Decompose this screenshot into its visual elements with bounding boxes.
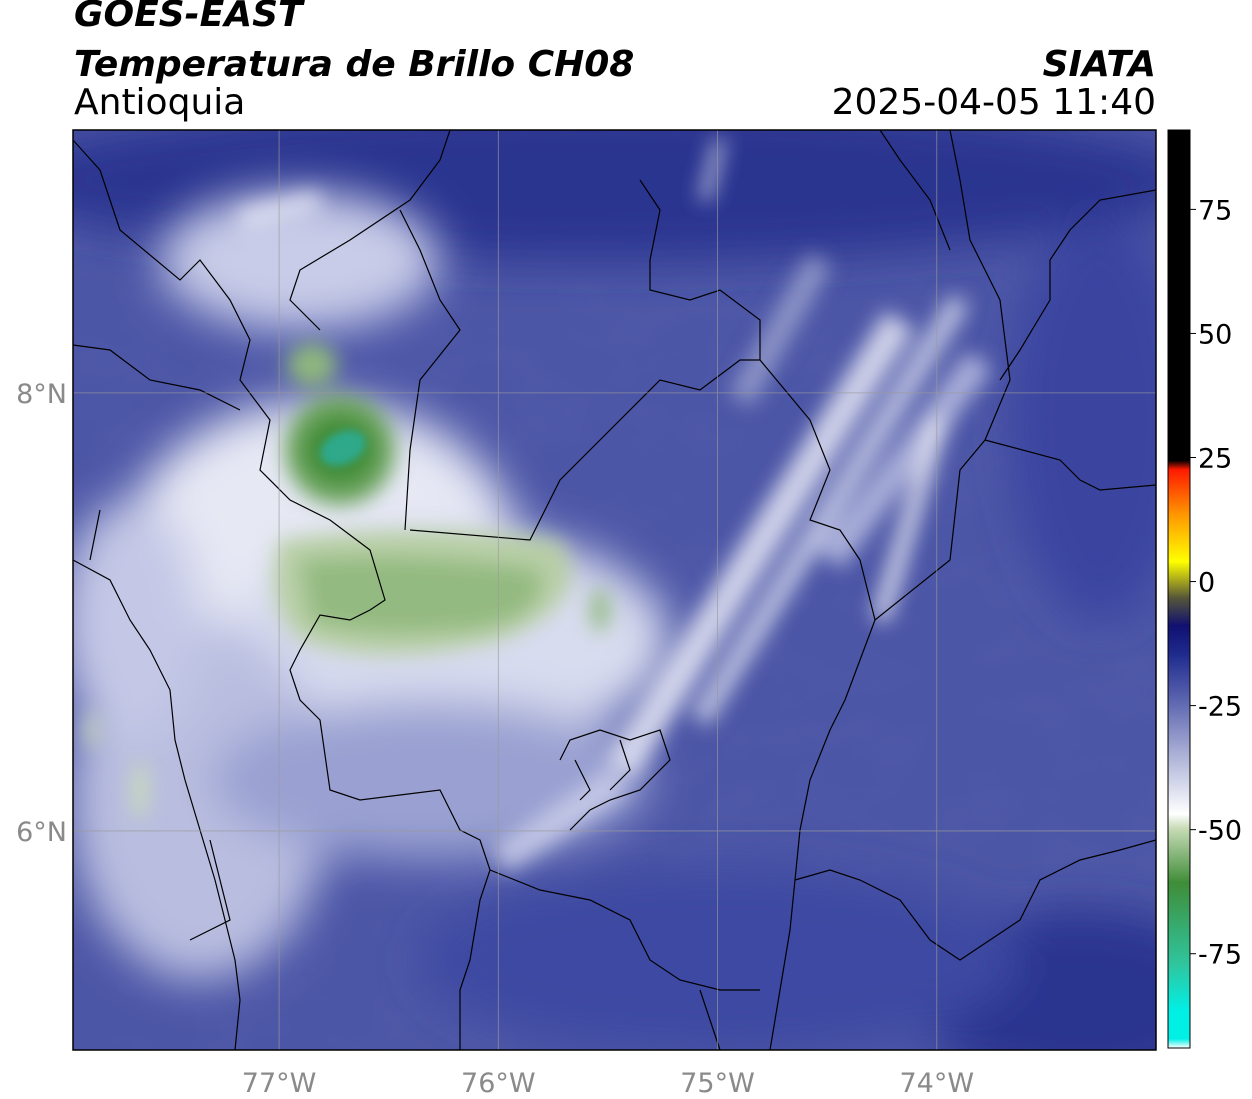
product-title: Temperatura de Brillo CH08: [74, 44, 635, 85]
region-label: Antioquia: [74, 82, 246, 123]
colorbar: [1167, 129, 1191, 1049]
dark-blue-regions: [73, 130, 1156, 1050]
organization-label: SIATA: [1042, 44, 1156, 85]
latitude-tick-label: 8°N: [16, 379, 67, 410]
datetime-label: 2025-04-05 11:40: [831, 82, 1156, 123]
boundaries: [73, 130, 1156, 1050]
colorbar-tick-label: 0: [1198, 568, 1215, 599]
longitude-tick-label: 76°W: [461, 1068, 536, 1099]
cold-cloud-green-regions: [86, 343, 609, 820]
latitude-tick-label: 6°N: [16, 817, 67, 848]
gridlines: [73, 130, 1156, 1050]
latitude-axis: 8°N 6°N: [16, 379, 67, 848]
colorbar-tick-label: -25: [1198, 692, 1242, 723]
colorbar-tick-label: -75: [1198, 940, 1242, 971]
colorbar-ticks: 75 50 25 0 -25 -50 -75: [1190, 195, 1242, 971]
streaks: [237, 138, 992, 873]
colorbar-tick-label: 75: [1198, 195, 1232, 226]
coldest-cloud-core: [320, 430, 366, 466]
map-frame: [72, 129, 1157, 1051]
colorbar-tick-label: 50: [1198, 319, 1232, 350]
longitude-axis: 77°W 76°W 75°W 74°W: [242, 1068, 974, 1099]
colorbar-tick-label: 25: [1198, 444, 1232, 475]
longitude-tick-label: 74°W: [899, 1068, 974, 1099]
brightness-temperature-field: [73, 130, 1156, 1050]
colorbar-tick-label: -50: [1198, 816, 1242, 847]
longitude-tick-label: 75°W: [680, 1068, 755, 1099]
longitude-tick-label: 77°W: [242, 1068, 317, 1099]
satellite-title: GOES-EAST: [74, 0, 303, 35]
